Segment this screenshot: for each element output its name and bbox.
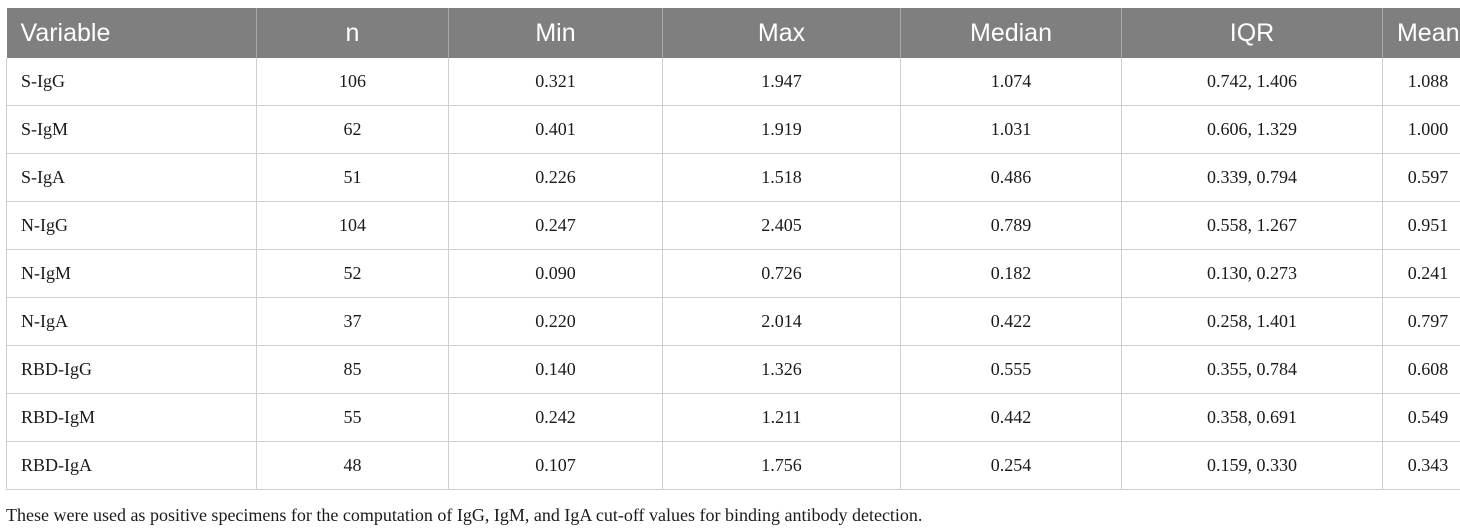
cell-variable: RBD-IgA	[6, 441, 257, 490]
cell-max: 2.405	[662, 201, 901, 250]
cell-n: 62	[256, 105, 449, 154]
cell-min: 0.226	[448, 153, 663, 202]
cell-n: 104	[256, 201, 449, 250]
cell-min: 0.247	[448, 201, 663, 250]
cell-iqr: 0.358, 0.691	[1121, 393, 1383, 442]
cell-median: 1.031	[900, 105, 1122, 154]
cell-max: 1.518	[662, 153, 901, 202]
table-row: N-IgA 37 0.220 2.014 0.422 0.258, 1.401 0.797	[6, 297, 1460, 346]
cell-median: 0.254	[900, 441, 1122, 490]
header-max: Max	[662, 8, 901, 58]
cell-iqr: 0.355, 0.784	[1121, 345, 1383, 394]
table-row: N-IgM 52 0.090 0.726 0.182 0.130, 0.273 0.241	[6, 249, 1460, 298]
cell-min: 0.242	[448, 393, 663, 442]
cell-variable: RBD-IgG	[6, 345, 257, 394]
cell-max: 1.756	[662, 441, 901, 490]
table-row: S-IgG 106 0.321 1.947 1.074 0.742, 1.406 1.088	[6, 58, 1460, 106]
header-median: Median	[900, 8, 1122, 58]
cell-mean: 0.797	[1382, 297, 1460, 346]
cell-iqr: 0.159, 0.330	[1121, 441, 1383, 490]
table-row: S-IgA 51 0.226 1.518 0.486 0.339, 0.794 0.597	[6, 153, 1460, 202]
cell-max: 0.726	[662, 249, 901, 298]
cell-min: 0.107	[448, 441, 663, 490]
cell-variable: S-IgM	[6, 105, 257, 154]
cell-n: 48	[256, 441, 449, 490]
cell-mean: 0.951	[1382, 201, 1460, 250]
cell-variable: RBD-IgM	[6, 393, 257, 442]
cell-variable: N-IgA	[6, 297, 257, 346]
cell-n: 85	[256, 345, 449, 394]
cell-n: 106	[256, 58, 449, 106]
cell-variable: N-IgG	[6, 201, 257, 250]
table-body: S-IgG 106 0.321 1.947 1.074 0.742, 1.406 1.088…	[6, 58, 1460, 490]
cell-iqr: 0.558, 1.267	[1121, 201, 1383, 250]
cell-max: 1.211	[662, 393, 901, 442]
cell-n: 51	[256, 153, 449, 202]
cell-median: 0.555	[900, 345, 1122, 394]
table-row: RBD-IgA 48 0.107 1.756 0.254 0.159, 0.330 0.34…	[6, 441, 1460, 490]
cell-mean: 1.000	[1382, 105, 1460, 154]
header-n: n	[256, 8, 449, 58]
cell-max: 2.014	[662, 297, 901, 346]
header-variable: Variable	[6, 8, 257, 58]
cell-mean: 0.549	[1382, 393, 1460, 442]
cell-median: 0.422	[900, 297, 1122, 346]
data-table: Variable n Min Max Median IQR Mean S-IgG…	[6, 8, 1460, 490]
cell-mean: 0.608	[1382, 345, 1460, 394]
header-iqr: IQR	[1121, 8, 1383, 58]
cell-n: 55	[256, 393, 449, 442]
cell-median: 1.074	[900, 58, 1122, 106]
cell-mean: 0.241	[1382, 249, 1460, 298]
table-row: N-IgG 104 0.247 2.405 0.789 0.558, 1.267 0.951	[6, 201, 1460, 250]
cell-median: 0.789	[900, 201, 1122, 250]
cell-mean: 1.088	[1382, 58, 1460, 106]
cell-min: 0.090	[448, 249, 663, 298]
cell-variable: S-IgA	[6, 153, 257, 202]
cell-min: 0.321	[448, 58, 663, 106]
cell-min: 0.140	[448, 345, 663, 394]
cell-median: 0.442	[900, 393, 1122, 442]
cell-n: 52	[256, 249, 449, 298]
header-mean: Mean	[1382, 8, 1460, 58]
table-header-row: Variable n Min Max Median IQR Mean	[6, 8, 1460, 58]
cell-n: 37	[256, 297, 449, 346]
cell-max: 1.947	[662, 58, 901, 106]
header-min: Min	[448, 8, 663, 58]
cell-min: 0.220	[448, 297, 663, 346]
cell-iqr: 0.339, 0.794	[1121, 153, 1383, 202]
cell-max: 1.326	[662, 345, 901, 394]
cell-min: 0.401	[448, 105, 663, 154]
cell-mean: 0.597	[1382, 153, 1460, 202]
table-row: RBD-IgG 85 0.140 1.326 0.555 0.355, 0.784 0.60…	[6, 345, 1460, 394]
cell-mean: 0.343	[1382, 441, 1460, 490]
cell-max: 1.919	[662, 105, 901, 154]
cell-variable: S-IgG	[6, 58, 257, 106]
cell-iqr: 0.742, 1.406	[1121, 58, 1383, 106]
table-row: RBD-IgM 55 0.242 1.211 0.442 0.358, 0.691 0.54…	[6, 393, 1460, 442]
table-row: S-IgM 62 0.401 1.919 1.031 0.606, 1.329 1.000	[6, 105, 1460, 154]
cell-median: 0.182	[900, 249, 1122, 298]
cell-iqr: 0.606, 1.329	[1121, 105, 1383, 154]
cell-iqr: 0.258, 1.401	[1121, 297, 1383, 346]
cell-iqr: 0.130, 0.273	[1121, 249, 1383, 298]
cell-variable: N-IgM	[6, 249, 257, 298]
cell-median: 0.486	[900, 153, 1122, 202]
table-footnote: These were used as positive specimens fo…	[6, 505, 923, 525]
